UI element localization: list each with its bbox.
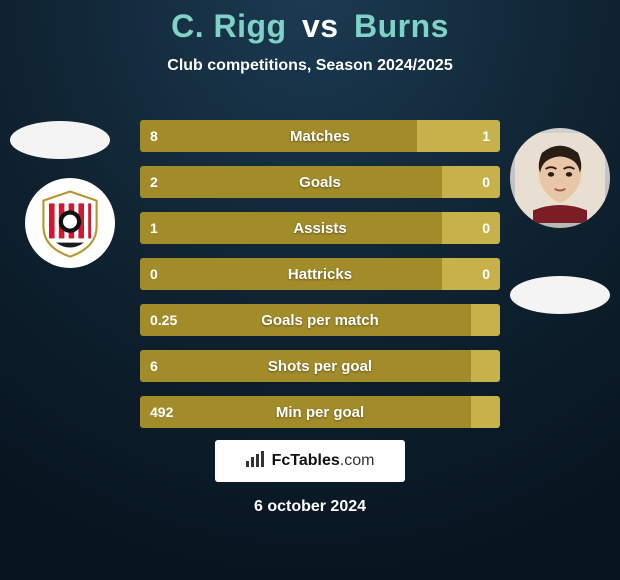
comparison-title: C. Rigg vs Burns [0,0,620,45]
bar-value-player2: 0 [472,166,500,198]
bar-value-player1: 2 [140,166,168,198]
bar-row: Hattricks0 0 [140,258,500,290]
bar-value-player1: 8 [140,120,168,152]
bar-row: Min per goal492 [140,396,500,428]
sunderland-badge-icon [35,188,105,258]
bar-label: Assists [140,212,500,244]
subtitle: Club competitions, Season 2024/2025 [0,57,620,75]
bar-value-player1: 0.25 [140,304,187,336]
bar-label: Matches [140,120,500,152]
bar-label: Goals per match [140,304,500,336]
player2-avatar [510,128,610,228]
bar-value-player1: 0 [140,258,168,290]
bar-label: Hattricks [140,258,500,290]
bar-label: Goals [140,166,500,198]
bar-value-player1: 6 [140,350,168,382]
player2-club-ellipse [510,276,610,314]
bar-label: Min per goal [140,396,500,428]
content-root: C. Rigg vs Burns Club competitions, Seas… [0,0,620,580]
title-vs: vs [296,8,345,44]
comparison-bars: Matches81Goals20Assists10Hattricks00Goal… [140,120,500,442]
player1-club-badge [25,178,115,268]
bar-value-player2: 0 [472,212,500,244]
brand-domain: .com [340,452,375,469]
brand-box: FcTables.com [215,440,405,482]
title-player1: C. Rigg [171,8,286,44]
brand-chart-icon [246,451,266,472]
bar-row: Goals2 0 [140,166,500,198]
bar-value-player1: 492 [140,396,183,428]
title-player2: Burns [354,8,449,44]
date-caption: 6 october 2024 [0,498,620,516]
bar-row: Shots per goal6 [140,350,500,382]
player-face-icon [515,133,605,223]
bar-value-player1: 1 [140,212,168,244]
brand-name: FcTables [272,452,340,469]
bar-row: Assists1 0 [140,212,500,244]
player1-avatar-ellipse [10,121,110,159]
bar-value-player2: 1 [472,120,500,152]
bar-value-player2: 0 [472,258,500,290]
bar-label: Shots per goal [140,350,500,382]
bar-row: Matches8 1 [140,120,500,152]
bar-row: Goals per match0.25 [140,304,500,336]
